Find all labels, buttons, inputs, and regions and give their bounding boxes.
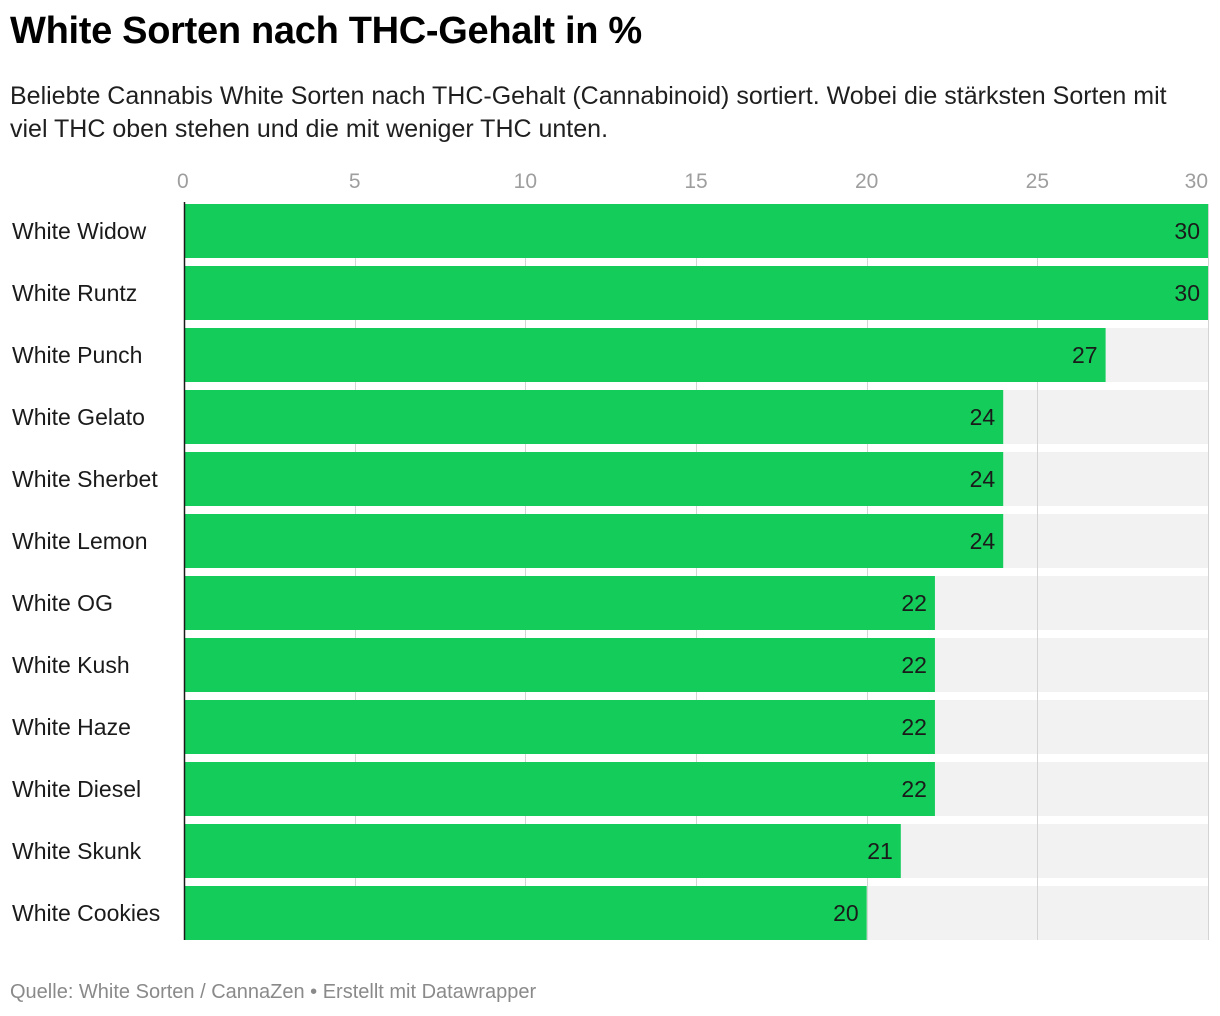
x-tick-label: 0 xyxy=(177,170,189,193)
data-label: 22 xyxy=(901,776,927,802)
bar xyxy=(184,390,1004,444)
data-label: 21 xyxy=(867,838,893,864)
data-label: 27 xyxy=(1072,342,1098,368)
bar xyxy=(184,762,935,816)
data-label: 24 xyxy=(970,528,996,554)
data-label: 30 xyxy=(1174,280,1200,306)
bar xyxy=(184,204,1208,258)
page-title: White Sorten nach THC-Gehalt in % xyxy=(10,10,642,52)
data-label: 30 xyxy=(1174,218,1200,244)
data-label: 22 xyxy=(901,714,927,740)
bar xyxy=(184,514,1004,568)
bar-chart: 0 5 10 15 20 25 30 White Widow 30 White Runtz 30 Wh… xyxy=(12,170,1209,940)
bar xyxy=(184,638,935,692)
data-label: 22 xyxy=(901,590,927,616)
category-label: White Runtz xyxy=(12,280,137,306)
bar xyxy=(184,824,901,878)
x-tick-label: 25 xyxy=(1026,170,1049,193)
data-label: 22 xyxy=(901,652,927,678)
category-label: White Widow xyxy=(12,218,147,244)
category-label: White Gelato xyxy=(12,404,145,430)
category-label: White Sherbet xyxy=(12,466,158,492)
category-label: White Diesel xyxy=(12,776,141,802)
data-label: 24 xyxy=(970,404,996,430)
bar xyxy=(184,266,1208,320)
bar xyxy=(184,700,935,754)
x-tick-label: 10 xyxy=(514,170,537,193)
page-subtitle: Beliebte Cannabis White Sorten nach THC-… xyxy=(10,82,1167,143)
bar xyxy=(184,886,867,940)
category-label: White Haze xyxy=(12,714,131,740)
category-label: White Kush xyxy=(12,652,130,678)
bar xyxy=(184,452,1004,506)
category-label: White Cookies xyxy=(12,900,160,926)
x-tick-label: 5 xyxy=(349,170,361,193)
category-label: White Skunk xyxy=(12,838,142,864)
x-tick-label: 20 xyxy=(855,170,878,193)
category-label: White Punch xyxy=(12,342,142,368)
bar xyxy=(184,328,1106,382)
category-label: White Lemon xyxy=(12,528,148,554)
x-tick-label: 15 xyxy=(684,170,707,193)
data-label: 20 xyxy=(833,900,859,926)
category-label: White OG xyxy=(12,590,113,616)
bar xyxy=(184,576,935,630)
x-tick-label: 30 xyxy=(1185,170,1208,193)
data-label: 24 xyxy=(970,466,996,492)
source-footer: Quelle: White Sorten / CannaZen • Erstel… xyxy=(10,981,537,1003)
